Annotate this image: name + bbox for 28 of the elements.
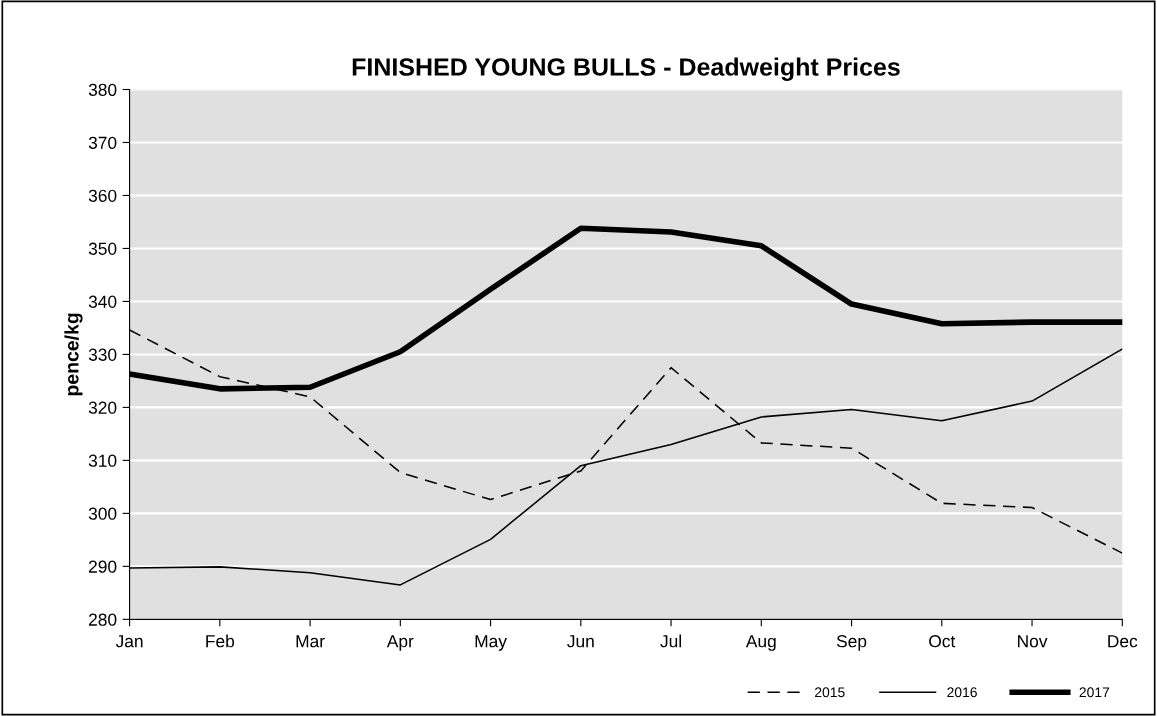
x-tick-label: Jun	[567, 635, 594, 648]
x-tick-label: Dec	[1108, 635, 1138, 648]
y-tick-label: 290	[88, 560, 117, 573]
x-tick-label: Nov	[1018, 635, 1048, 648]
y-tick-label: 300	[88, 507, 117, 520]
y-tick-label: 360	[88, 189, 117, 202]
x-tick-label: Jul	[660, 634, 681, 648]
x-tick-label: Mar	[296, 635, 325, 648]
y-tick-label: 370	[88, 136, 117, 149]
x-tick-label: Feb	[206, 634, 235, 648]
y-axis-title: pence/kg	[64, 313, 83, 396]
y-tick-label: 310	[88, 454, 117, 467]
legend-label: 2015	[815, 687, 845, 698]
x-tick-label: Sep	[836, 635, 867, 651]
y-tick-label: 380	[88, 83, 117, 96]
chart-title: FINISHED YOUNG BULLS - Deadweight Prices	[352, 57, 900, 81]
x-tick-label: Apr	[386, 635, 414, 651]
x-tick-label: Oct	[929, 635, 956, 648]
y-tick-label: 320	[88, 401, 117, 414]
legend-label: 2017	[1079, 687, 1110, 698]
x-tick-label: Aug	[745, 635, 776, 651]
y-tick-label: 330	[88, 348, 117, 361]
y-tick-label: 350	[88, 242, 117, 255]
y-tick-label: 340	[88, 295, 117, 308]
x-tick-label: Jan	[115, 635, 143, 648]
x-tick-label: May	[475, 635, 507, 651]
legend-label: 2016	[947, 687, 977, 698]
y-tick-label: 280	[88, 613, 117, 626]
